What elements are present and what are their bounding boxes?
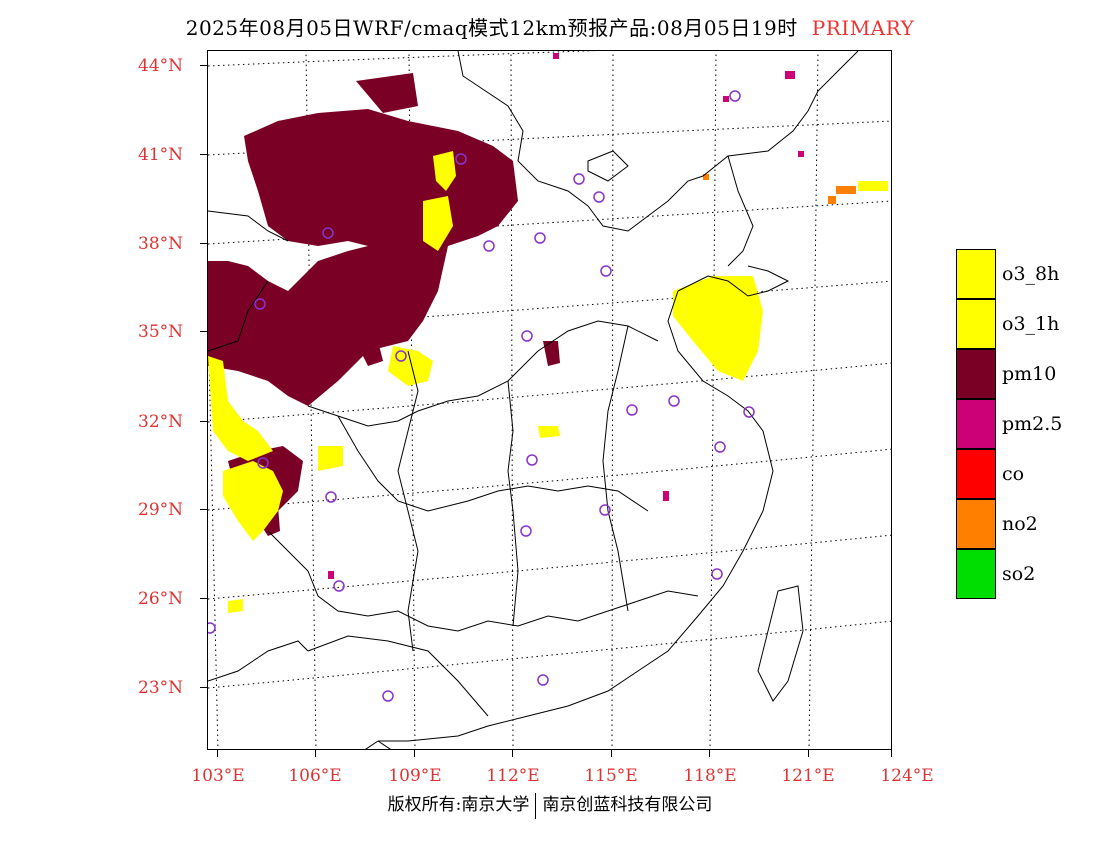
lat-label-38: 38°N [138, 234, 184, 254]
legend-item-so2: so2 [956, 549, 1096, 599]
lon-tick [808, 750, 809, 757]
legend-label: co [1002, 463, 1025, 485]
legend-item-co: co [956, 449, 1096, 499]
legend-swatch [956, 249, 996, 299]
pm25-spots [328, 53, 804, 579]
lon-tick [315, 750, 316, 757]
footer-separator [535, 792, 537, 819]
o3-region [208, 151, 888, 613]
lat-tick [200, 598, 207, 599]
title-tag: PRIMARY [811, 16, 915, 40]
legend-item-o3-8h: o3_8h [956, 249, 1096, 299]
lon-label-103: 103°E [191, 766, 245, 786]
lat-tick [200, 65, 207, 66]
lat-label-44: 44°N [138, 56, 184, 76]
legend-swatch [956, 499, 996, 549]
no2-spots [703, 174, 856, 204]
legend-item-o3-1h: o3_1h [956, 299, 1096, 349]
legend-swatch [956, 349, 996, 399]
lon-label-121: 121°E [781, 766, 835, 786]
map-svg [208, 51, 891, 749]
copyright-left: 版权所有:南京大学 [387, 795, 530, 815]
legend-item-pm25: pm2.5 [956, 399, 1096, 449]
lon-label-106: 106°E [288, 766, 342, 786]
lon-tick [709, 750, 710, 757]
lon-label-112: 112°E [486, 766, 540, 786]
lon-tick [891, 750, 892, 757]
lon-tick [512, 750, 513, 757]
title-main: 2025年08月05日WRF/cmaq模式12km预报产品:08月05日19时 [185, 16, 798, 40]
legend-label: no2 [1002, 513, 1038, 535]
lat-tick [200, 509, 207, 510]
legend-swatch [956, 299, 996, 349]
legend: o3_8h o3_1h pm10 pm2.5 co no2 so2 [956, 249, 1096, 599]
legend-label: pm2.5 [1002, 413, 1063, 435]
legend-label: o3_8h [1002, 263, 1060, 285]
legend-label: so2 [1002, 563, 1036, 585]
lat-label-29: 29°N [138, 500, 184, 520]
lon-label-109: 109°E [388, 766, 442, 786]
lat-label-35: 35°N [138, 322, 184, 342]
lon-label-124: 124°E [880, 766, 934, 786]
legend-label: o3_1h [1002, 313, 1060, 335]
legend-label: pm10 [1002, 363, 1057, 385]
lon-tick [611, 750, 612, 757]
station-markers [208, 90, 755, 702]
legend-item-no2: no2 [956, 499, 1096, 549]
lat-tick [200, 154, 207, 155]
lon-tick [414, 750, 415, 757]
copyright-right: 南京创蓝科技有限公司 [542, 795, 713, 815]
lat-tick [200, 331, 207, 332]
map-title: 2025年08月05日WRF/cmaq模式12km预报产品:08月05日19时 P… [0, 12, 1100, 41]
legend-swatch [956, 549, 996, 599]
copyright-footer: 版权所有:南京大学 南京创蓝科技有限公司 [0, 790, 1100, 819]
lat-tick [200, 243, 207, 244]
legend-item-pm10: pm10 [956, 349, 1096, 399]
lat-label-23: 23°N [138, 678, 184, 698]
lon-label-118: 118°E [683, 766, 737, 786]
lat-label-32: 32°N [138, 412, 184, 432]
legend-swatch [956, 399, 996, 449]
lon-tick [217, 750, 218, 757]
legend-swatch [956, 449, 996, 499]
pollution-map[interactable] [207, 50, 892, 750]
lat-label-41: 41°N [138, 145, 184, 165]
lat-tick [200, 421, 207, 422]
lon-label-115: 115°E [584, 766, 638, 786]
lat-tick [200, 687, 207, 688]
boundaries [208, 51, 859, 749]
lat-label-26: 26°N [138, 589, 184, 609]
